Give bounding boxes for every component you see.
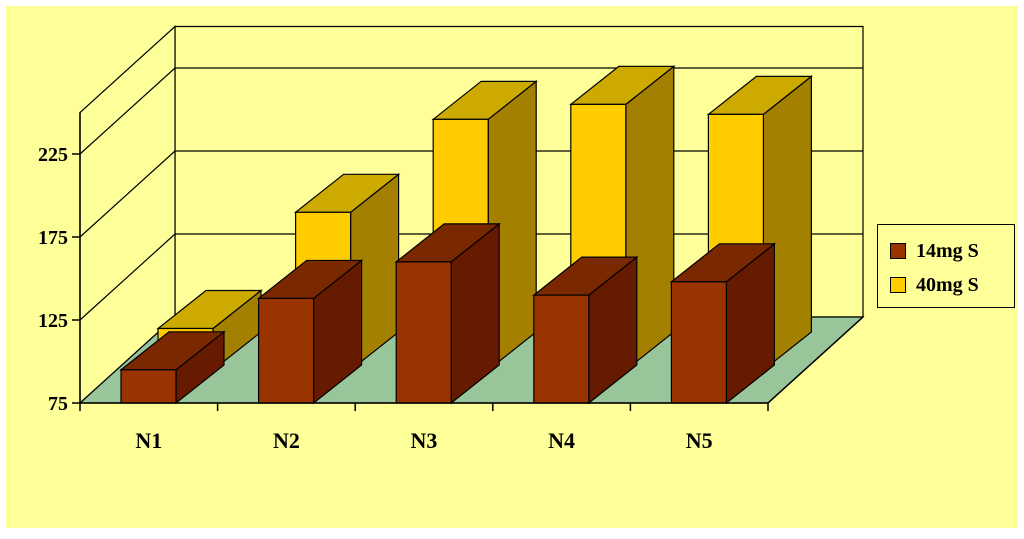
bar-front <box>120 369 177 404</box>
legend: 14mg S 40mg S <box>877 224 1015 308</box>
legend-label-series-1: 14mg S <box>916 239 979 262</box>
y-tick-label: 175 <box>38 227 68 249</box>
legend-swatch-series-2 <box>890 277 906 293</box>
bar-14mg-n2 <box>256 259 364 405</box>
x-tick-label: N2 <box>273 428 300 453</box>
x-tick-label: N4 <box>548 428 575 453</box>
y-tick-label: 75 <box>48 393 68 415</box>
y-tick-labels: 75 125 175 225 <box>38 144 68 415</box>
bar-14mg-n5 <box>669 242 777 405</box>
bar-front <box>258 297 315 404</box>
x-tick-label: N5 <box>686 428 713 453</box>
bar-14mg-n4 <box>532 255 639 405</box>
axes <box>72 112 864 411</box>
x-tick-label: N1 <box>135 428 162 453</box>
bar-front <box>670 281 728 404</box>
legend-swatch-series-1 <box>890 243 906 259</box>
depth-axis <box>767 316 864 404</box>
bar-14mg-n1 <box>119 330 226 405</box>
x-tick-label: N3 <box>411 428 438 453</box>
legend-item-series-2: 40mg S <box>890 273 979 297</box>
bar-front <box>533 294 590 404</box>
bar-front <box>395 261 452 404</box>
y-tick-label: 125 <box>38 310 68 332</box>
bar-14mg-n3 <box>394 222 501 405</box>
series-14mg-bars <box>119 222 777 405</box>
legend-item-series-1: 14mg S <box>890 239 979 263</box>
y-tick-label: 225 <box>38 144 68 166</box>
x-tick-labels: N1 N2 N3 N4 N5 <box>135 428 712 453</box>
legend-label-series-2: 40mg S <box>916 273 979 296</box>
